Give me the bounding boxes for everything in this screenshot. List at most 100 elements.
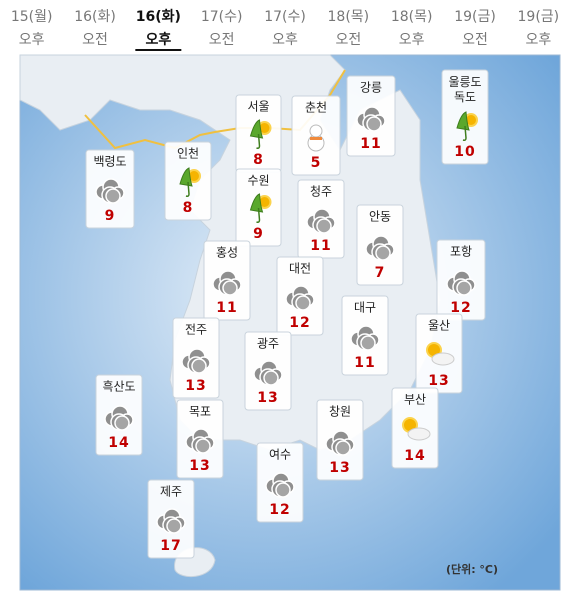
city-name: 춘천 [305,100,327,115]
cloud-puff [295,295,311,311]
cloud-puff [456,280,472,296]
city-name: 강릉 [360,81,382,95]
city-temp: 11 [310,238,331,254]
city-temp: 12 [289,315,310,331]
tab-day: 15(월) [11,9,53,25]
city-temp: 13 [428,373,449,389]
city-temp: 13 [257,390,278,406]
tab[interactable]: 18(목) 오전 [328,9,370,48]
city-name: 포항 [450,245,472,259]
city-temp: 13 [329,460,350,476]
city-card: 전주 13 [172,317,220,399]
cloud-puff [263,370,279,386]
city-temp: 12 [450,300,471,316]
tab[interactable]: 19(금) 오전 [454,9,496,48]
umbrella [249,193,264,213]
city-name: 수원 [247,174,269,188]
tab[interactable]: 16(화) 오후 [135,9,182,51]
city-name: 흑산도 [102,380,135,394]
city-name: 대구 [354,301,376,315]
city-temp: 14 [108,435,129,451]
cloud-puff [222,280,238,296]
cloud-puff [105,188,121,204]
city-temp: 11 [354,355,375,371]
city-name: 백령도 [93,155,126,169]
city-card: 안동 7 [356,204,404,286]
city-name-line: 독도 [454,90,476,104]
tab[interactable]: 19(금) 오후 [518,9,560,48]
city-card: 대전 12 [276,256,324,336]
city-name: 여수 [269,448,291,462]
city-card: 흑산도 14 [95,374,143,456]
tab-period: 오후 [272,32,298,48]
tab[interactable]: 17(수) 오후 [264,9,306,48]
cloud-puff [275,482,291,498]
city-name: 서울 [247,100,269,114]
city-temp: 12 [269,502,290,518]
umbrella [249,119,264,139]
city-temp: 13 [185,378,206,394]
tab-day: 18(목) [391,9,433,25]
city-card: 춘천 5 [291,95,341,176]
tab-period: 오후 [19,32,45,48]
city-card: 포항 12 [436,239,486,321]
city-card: 강릉 11 [346,75,396,157]
umbrella-handle [185,181,190,197]
city-temp: 11 [360,136,381,152]
city-temp: 10 [454,144,475,160]
city-temp: 9 [105,208,116,224]
city-card: 울릉도 독도 10 [441,69,489,165]
cloud-puff [114,415,130,431]
city-card: 여수 12 [256,442,304,523]
city-name-line: 울릉도 [448,75,481,89]
snowman-head [309,124,323,138]
tab[interactable]: 17(수) 오전 [201,9,243,48]
tab-period: 오전 [335,32,361,48]
city-name: 대전 [289,262,311,276]
city-name: 인천 [177,146,199,161]
tab-period: 오후 [399,32,425,48]
city-temp: 8 [253,152,264,168]
cloud [407,427,431,441]
city-card: 목포 13 [176,399,224,479]
city-name: 울산 [428,319,450,333]
cloud-puff [191,358,207,374]
tab-day: 19(금) [454,9,496,25]
city-card: 제주 17 [147,479,195,559]
city-cards: 백령도 9 인천 8 서울 8 수원 9 춘천 5 강릉 11 울릉도 독도 10 청주 11 안동 7 홍성 11 대전… [85,69,489,559]
tab-period: 오전 [82,32,108,48]
city-name: 창원 [329,405,351,419]
city-card: 창원 13 [316,399,364,481]
umbrella-handle [256,133,261,149]
city-name: 광주 [257,337,279,351]
city-card: 백령도 9 [85,149,135,229]
cloud-puff [316,218,332,234]
city-card: 울산 13 [415,313,463,394]
tab-period: 오후 [145,32,171,48]
tab[interactable]: 18(목) 오후 [391,9,433,48]
cloud-puff [366,116,382,132]
tab[interactable]: 15(월) 오후 [11,9,53,48]
umbrella-handle [462,125,467,141]
city-temp: 5 [311,155,322,171]
city-card: 부산 14 [391,387,439,469]
city-temp: 7 [375,265,386,281]
city-name: 안동 [369,210,391,224]
city-card: 수원 9 [235,168,282,247]
city-temp: 11 [216,300,237,316]
cloud-puff [375,245,391,261]
umbrella-handle [256,207,261,223]
tab-day: 17(수) [201,9,243,25]
umbrella [179,167,193,187]
unit-label: (단위: °C) [446,562,498,576]
tab[interactable]: 16(화) 오전 [74,9,116,48]
city-card: 광주 13 [244,331,292,411]
tab-day: 16(화) [136,9,181,25]
snowman-scarf [310,137,322,140]
cloud-puff [335,440,351,456]
tab-period: 오전 [209,32,235,48]
city-card: 대구 11 [341,295,389,376]
city-temp: 9 [253,226,264,242]
tab-day: 18(목) [328,9,370,25]
